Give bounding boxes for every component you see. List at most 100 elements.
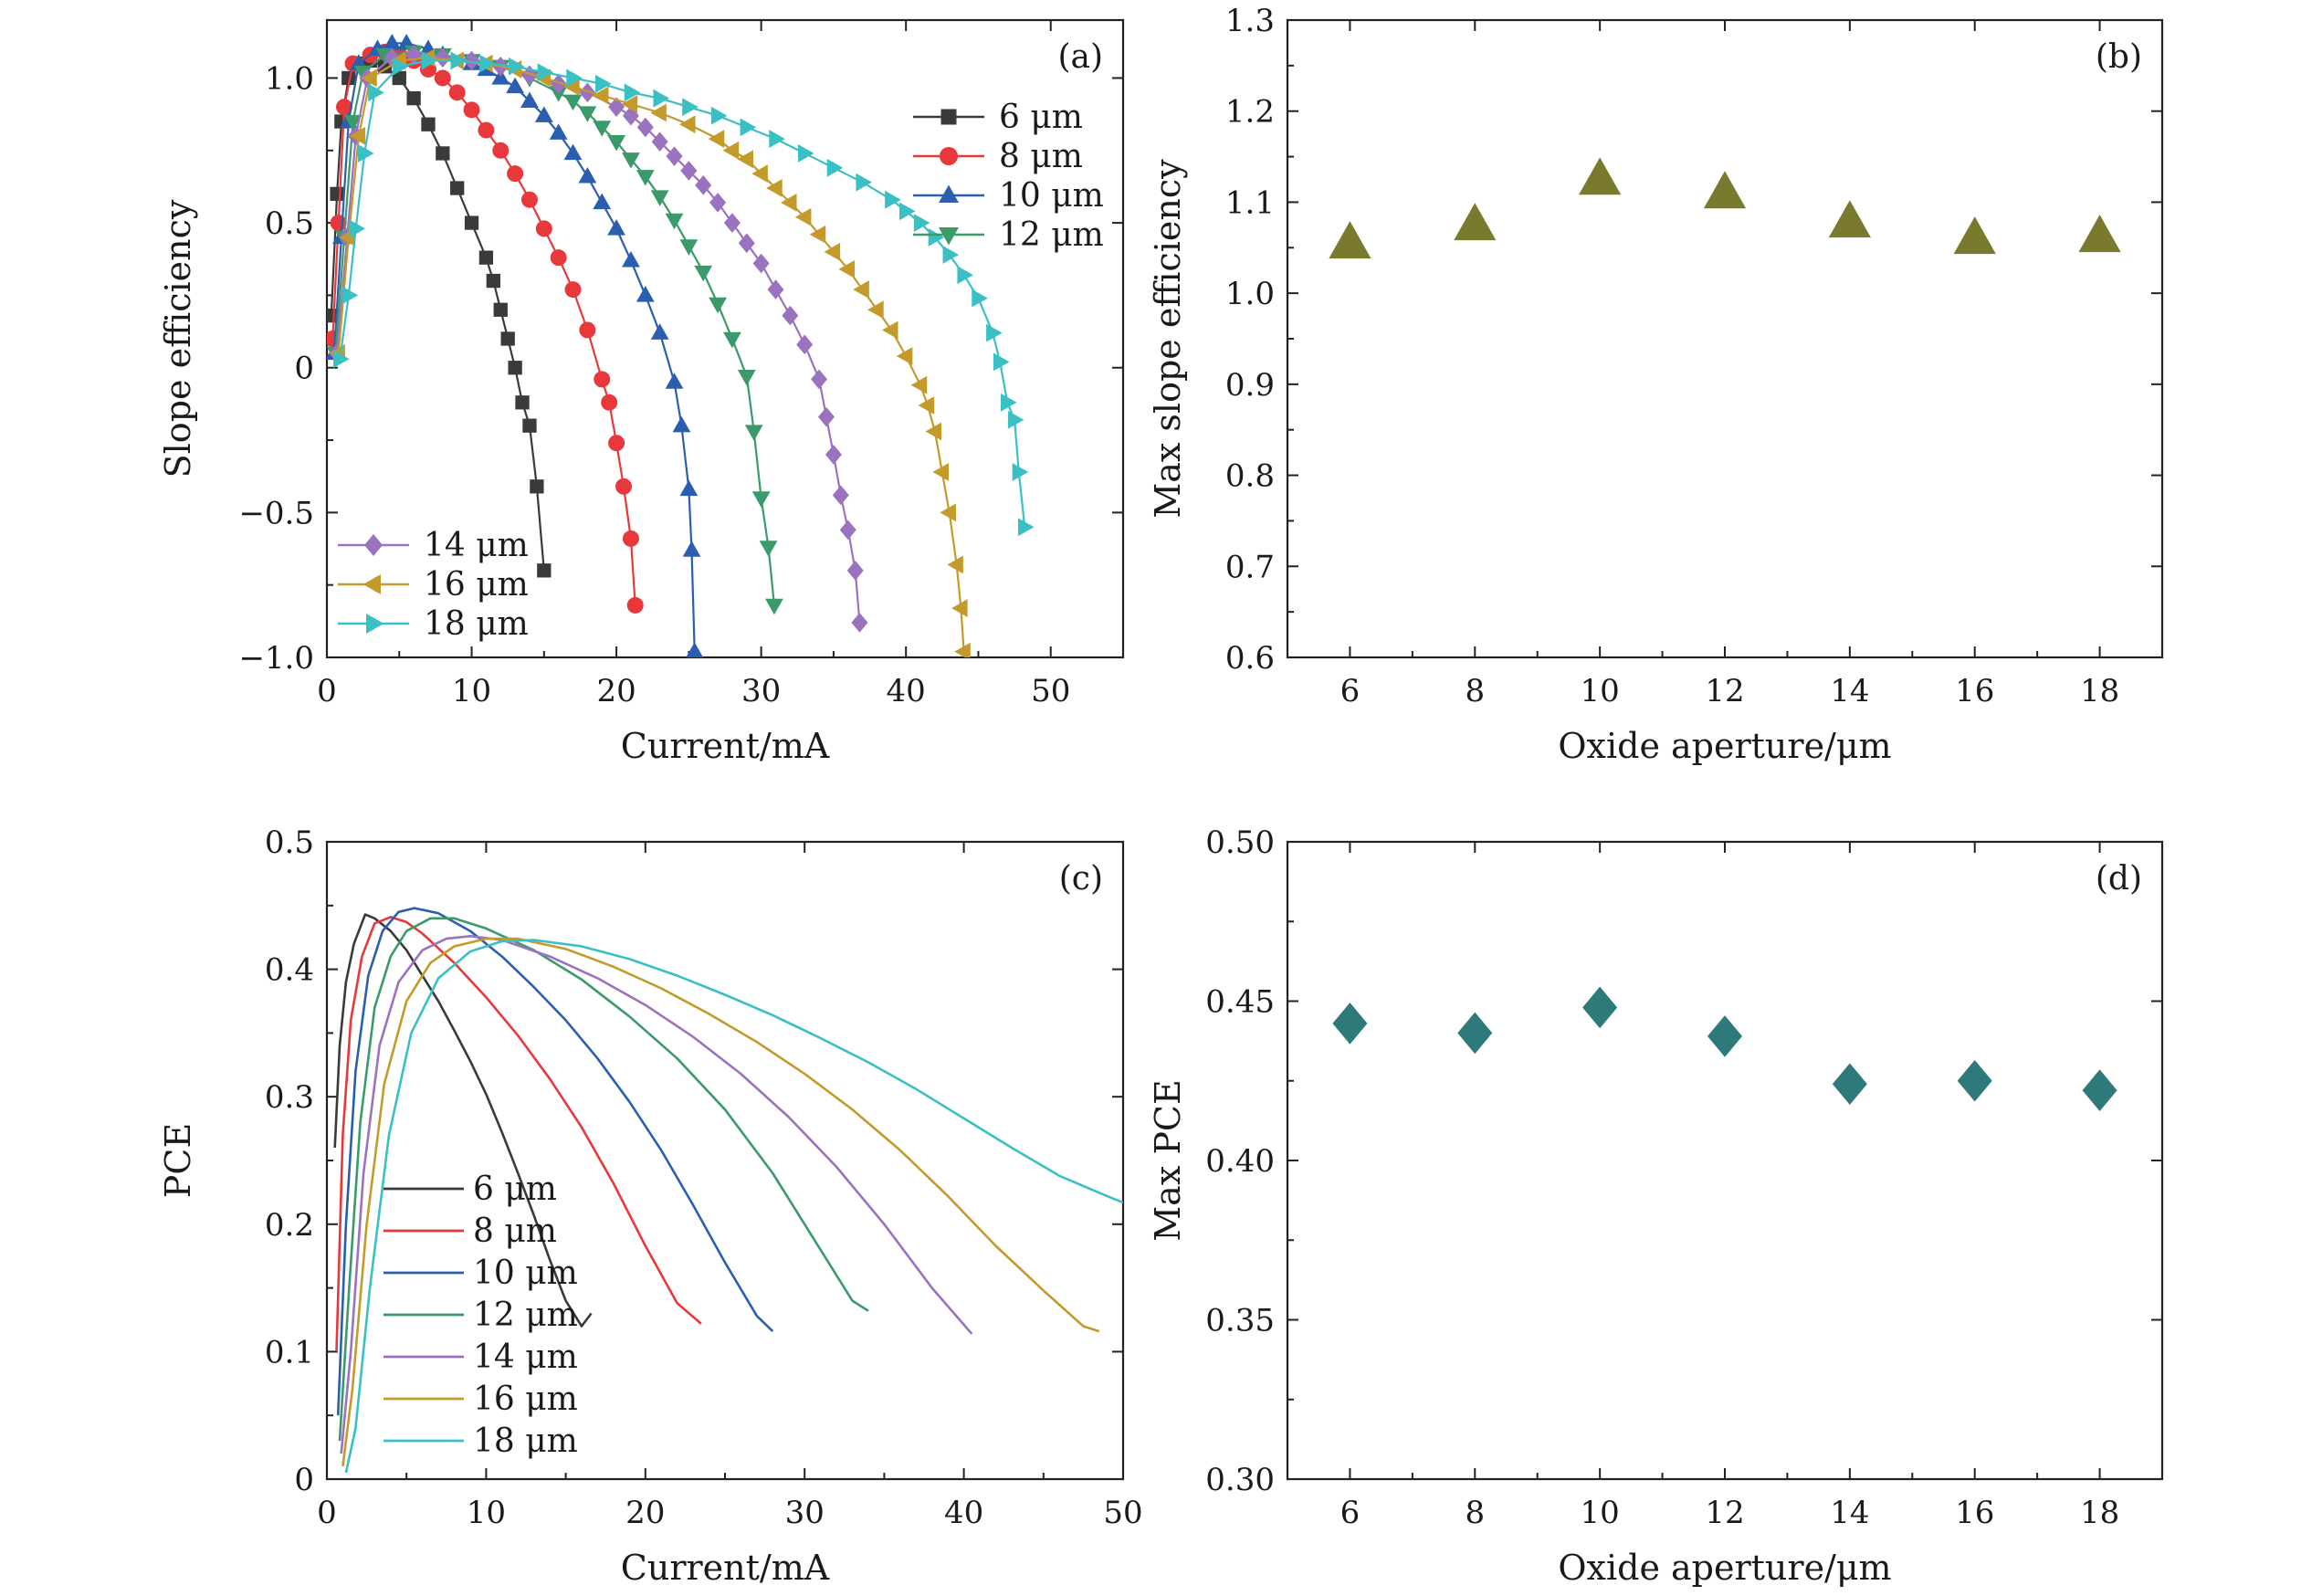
data-point <box>1832 1063 1867 1106</box>
chart-panel-a: 0 10 20 30 40 50 −1.0 −0.5 0 0.5 1.0 Current/mA Slop… <box>158 18 1125 766</box>
legend-label: 16 μm <box>473 1381 578 1418</box>
y-tick-label: 0.1 <box>265 1334 314 1370</box>
data-point-10um <box>679 479 699 497</box>
y-tick-label: 0.5 <box>265 205 314 242</box>
data-point-18um <box>421 51 438 70</box>
x-tick-label: 12 <box>1705 673 1744 709</box>
data-point-18um <box>972 289 988 308</box>
data-point-10um <box>491 68 510 85</box>
data-point-14um <box>825 445 842 465</box>
legend-item-6um: 6 μm <box>913 99 1083 136</box>
x-axis-label: Oxide aperture/μm <box>1558 1548 1891 1588</box>
chart-panel-b: 6 8 10 12 14 16 18 0.6 0.7 0.8 0.9 1.0 1.1 1.2 1.3 Oxid… <box>1148 3 2164 766</box>
x-tick-label: 18 <box>2080 1495 2119 1531</box>
y-axis-label: Max PCE <box>1148 1079 1188 1241</box>
data-point-10um <box>593 193 612 210</box>
data-point-16um <box>361 68 377 88</box>
data-point-12um <box>751 491 771 508</box>
data-point-18um <box>993 352 1010 372</box>
data-point-18um <box>942 246 960 264</box>
data-point-18um <box>624 83 641 102</box>
data-point-16um <box>349 127 366 145</box>
data-point-16um <box>592 86 609 105</box>
data-point-14um <box>851 613 868 633</box>
data-point-16um <box>708 130 725 148</box>
data-area <box>327 34 1035 657</box>
data-point-14um <box>434 47 451 68</box>
x-tick-label: 0 <box>317 1495 337 1531</box>
data-point-18um <box>1007 410 1024 429</box>
data-point-12um <box>694 265 713 282</box>
data-point-18um <box>595 74 612 93</box>
legend-label: 8 μm <box>473 1213 557 1250</box>
data-point-16um <box>918 396 935 415</box>
data-point-12um <box>744 425 763 441</box>
plot-frame <box>1286 840 2164 1481</box>
data-point-8um <box>626 596 644 614</box>
data-point-8um <box>608 435 625 452</box>
data-point-8um <box>622 530 639 547</box>
legend-item-18um: 18 μm <box>384 1423 578 1460</box>
y-axis-label: PCE <box>158 1123 198 1198</box>
data-point-18um <box>349 219 366 238</box>
data-point <box>1957 1059 1992 1102</box>
series-line-12um <box>338 917 869 1442</box>
data-point <box>1703 171 1747 209</box>
x-tick-label: 18 <box>2080 673 2119 709</box>
data-point <box>1332 1003 1368 1045</box>
data-point-10um <box>682 541 701 557</box>
data-point-10um <box>622 250 640 268</box>
series-line-18um <box>339 59 1026 528</box>
data-point-6um <box>406 91 421 106</box>
panel-label: (d) <box>2096 860 2142 898</box>
data-point-8um <box>594 371 611 388</box>
legend-item-16um: 16 μm <box>384 1381 578 1418</box>
data-point-6um <box>436 146 450 161</box>
y-tick-label: 0.5 <box>265 824 314 861</box>
data-point-10um <box>665 373 684 389</box>
y-tick-label: 0.30 <box>1205 1462 1275 1498</box>
data-point-18um <box>1000 393 1017 412</box>
y-tick-label: 0 <box>294 1462 314 1498</box>
data-point-14um <box>463 50 480 71</box>
data-point-16um <box>737 150 753 169</box>
legend-item-18um: 18 μm <box>338 605 529 643</box>
data-point-8um <box>535 220 552 237</box>
x-tick-label: 40 <box>944 1495 983 1531</box>
data-point-14um <box>752 253 770 274</box>
data-point-12um <box>679 239 699 256</box>
x-axis-label: Oxide aperture/μm <box>1558 726 1891 766</box>
data-point <box>1329 221 1371 259</box>
y-tick-label: 1.1 <box>1225 184 1275 221</box>
data-point-18um <box>826 158 844 177</box>
data-point-8um <box>434 69 451 87</box>
x-tick-label: 10 <box>452 673 491 709</box>
x-tick-label: 12 <box>1705 1495 1744 1531</box>
legend-label: 6 μm <box>473 1171 557 1208</box>
legend-label: 6 μm <box>999 99 1083 136</box>
data-point-8um <box>507 165 524 183</box>
data-point <box>1457 1012 1493 1055</box>
legend-item-14um: 14 μm <box>338 527 529 564</box>
x-tick-label: 14 <box>1830 1495 1869 1531</box>
series-line-18um <box>344 939 1123 1474</box>
x-tick-label: 10 <box>1581 673 1620 709</box>
data-point-14um <box>695 175 712 195</box>
data-point-10um <box>506 77 525 94</box>
data-point-14um <box>651 131 668 152</box>
data-point-8um <box>448 84 466 101</box>
data-point-18um <box>913 214 930 232</box>
legend-label: 10 μm <box>473 1255 578 1292</box>
data-point-10um <box>578 166 597 184</box>
data-point-6um <box>508 361 522 375</box>
data-point-18um <box>856 173 872 192</box>
data-point-16um <box>679 115 696 134</box>
data-point-12um <box>636 170 655 186</box>
data-point-8um <box>463 101 480 119</box>
x-axis-label: Current/mA <box>621 1548 830 1588</box>
panel-label: (a) <box>1057 38 1103 76</box>
legend-marker <box>940 147 958 165</box>
x-tick-label: 30 <box>785 1495 825 1531</box>
data-point-18um <box>368 83 384 102</box>
y-tick-label: 0.40 <box>1205 1143 1275 1180</box>
